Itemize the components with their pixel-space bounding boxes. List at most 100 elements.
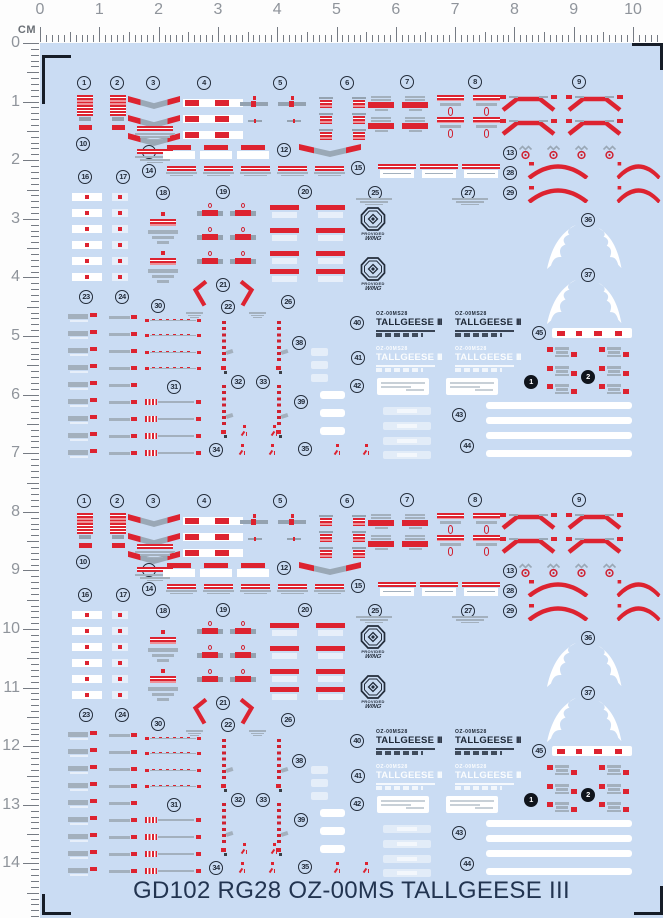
decal-tgw: OZ-00MS28 TALLGEESE III (455, 346, 522, 372)
decal-flagbar (230, 621, 256, 636)
decal-wfaint (311, 374, 328, 382)
decal-rb (112, 125, 125, 130)
decal-cap-red (368, 117, 394, 133)
decal-cap-red (368, 96, 394, 112)
decal-flagbar (230, 645, 256, 660)
decal-grayred (68, 313, 100, 322)
decal-wstrip-reddot (72, 611, 102, 619)
ruler-top-label: 2 (154, 1, 164, 18)
decal-birdy (362, 444, 372, 457)
decal-wfaint (311, 361, 328, 369)
decal-cap-red2 (473, 95, 500, 118)
decal-cap-red2 (473, 513, 500, 536)
decal-wpill (320, 809, 345, 817)
decal-redbar-wstrip (316, 228, 345, 241)
decal-redbar-wstrip (316, 205, 345, 218)
decal-number-9: 9 (572, 493, 586, 507)
decal-xwing (566, 94, 623, 113)
decal-wstrip-redtop (163, 145, 195, 159)
decal-hex: PROVIDED WING (360, 675, 386, 715)
ruler-top-label: 10 (624, 1, 642, 18)
decal-dot-faint (110, 209, 130, 217)
decal-wfaint (311, 779, 328, 787)
decal-flagbar (197, 227, 223, 242)
decal-wstrip-redtop (237, 145, 269, 159)
decal-grayred (68, 432, 100, 441)
ruler-left-label: 9 (11, 561, 20, 579)
decal-number-15: 15 (351, 161, 365, 175)
decal-vdots (217, 321, 234, 376)
decal-tgb: OZ-00MS28 TALLGEESE III (376, 311, 443, 337)
decal-capred-pair (599, 764, 629, 776)
ruler-left-label: 10 (2, 620, 20, 637)
decal-redbar-glines (203, 166, 234, 179)
decal-number-36: 36 (581, 631, 595, 645)
decal-wstrip-reddot (72, 273, 102, 281)
decal-redbar-glines (240, 584, 271, 597)
decal-number-21: 21 (216, 278, 230, 292)
decal-dot-faint (110, 627, 130, 635)
decal-xwing (500, 536, 557, 555)
ruler-left-label: 3 (11, 209, 20, 227)
decal-panel (446, 378, 498, 395)
decal-cap-red (402, 96, 428, 112)
decal-wpill (320, 391, 345, 399)
decal-wstrip-reddot (72, 675, 102, 683)
decal-flagbar (197, 621, 223, 636)
decal-number-2-filled: 2 (581, 370, 595, 384)
decal-number-29: 29 (503, 186, 517, 200)
decal-flagbar (230, 251, 256, 266)
decal-number-17: 17 (116, 170, 130, 184)
decal-redbar-glines (314, 166, 345, 179)
decal-number-39: 39 (294, 395, 308, 409)
decal-wfaint-strip (383, 437, 431, 445)
decal-rs (77, 95, 93, 121)
decal-number-10: 10 (76, 137, 90, 151)
decal-grayred (68, 833, 100, 842)
decal-dot-faint (110, 675, 130, 683)
decal-dot-faint (110, 257, 130, 265)
ruler-left: 0 1 2 3 4 5 6 7 8 9 10 11 12 13 14 (0, 34, 40, 918)
decal-redbar-wstrip (316, 269, 345, 282)
decal-flagbar (197, 645, 223, 660)
decal-wing (545, 698, 579, 743)
decal-number-14: 14 (142, 582, 156, 596)
decal-birdy (333, 862, 343, 875)
decal-cautwide (462, 582, 500, 596)
decal-number-17: 17 (116, 588, 130, 602)
decal-longbar (486, 450, 632, 457)
decal-chain2 (145, 850, 201, 858)
decal-wstrip-redmulti (552, 328, 632, 338)
decal-chain1 (145, 767, 201, 774)
decal-number-13: 13 (503, 564, 517, 578)
decal-wfaint-strip (383, 422, 431, 430)
decal-number-30: 30 (151, 717, 165, 731)
decal-number-38: 38 (292, 754, 306, 768)
decal-birdy (268, 862, 278, 875)
decal-cap-red2 (437, 513, 464, 536)
decal-number-6: 6 (340, 494, 354, 508)
decal-grayred (68, 330, 100, 339)
decal-capred-pair (547, 346, 577, 358)
decal-glines (452, 198, 488, 205)
decal-number-31: 31 (167, 380, 181, 394)
decal-wfaint-strip (383, 451, 431, 459)
decal-redbar-glines (203, 584, 234, 597)
decal-tgw: OZ-00MS28 TALLGEESE III (376, 346, 443, 372)
decal-wfaint-strip (383, 840, 431, 848)
decal-number-13: 13 (503, 146, 517, 160)
decal-number-40: 40 (350, 316, 364, 330)
decal-number-9: 9 (572, 75, 586, 89)
decal-cap-red (402, 117, 428, 133)
decal-wstrip-red (183, 549, 213, 557)
decal-cap-red2 (437, 117, 464, 140)
decal-chain1 (145, 783, 201, 790)
decal-arch (614, 580, 663, 597)
decal-number-40: 40 (350, 734, 364, 748)
decal-wstrip-red (213, 99, 243, 107)
decal-redbar-glines (277, 584, 308, 597)
decal-chev (128, 96, 180, 109)
ruler-top-label: 7 (450, 1, 460, 18)
decal-rs (77, 513, 93, 539)
decal-birdy (240, 425, 250, 438)
